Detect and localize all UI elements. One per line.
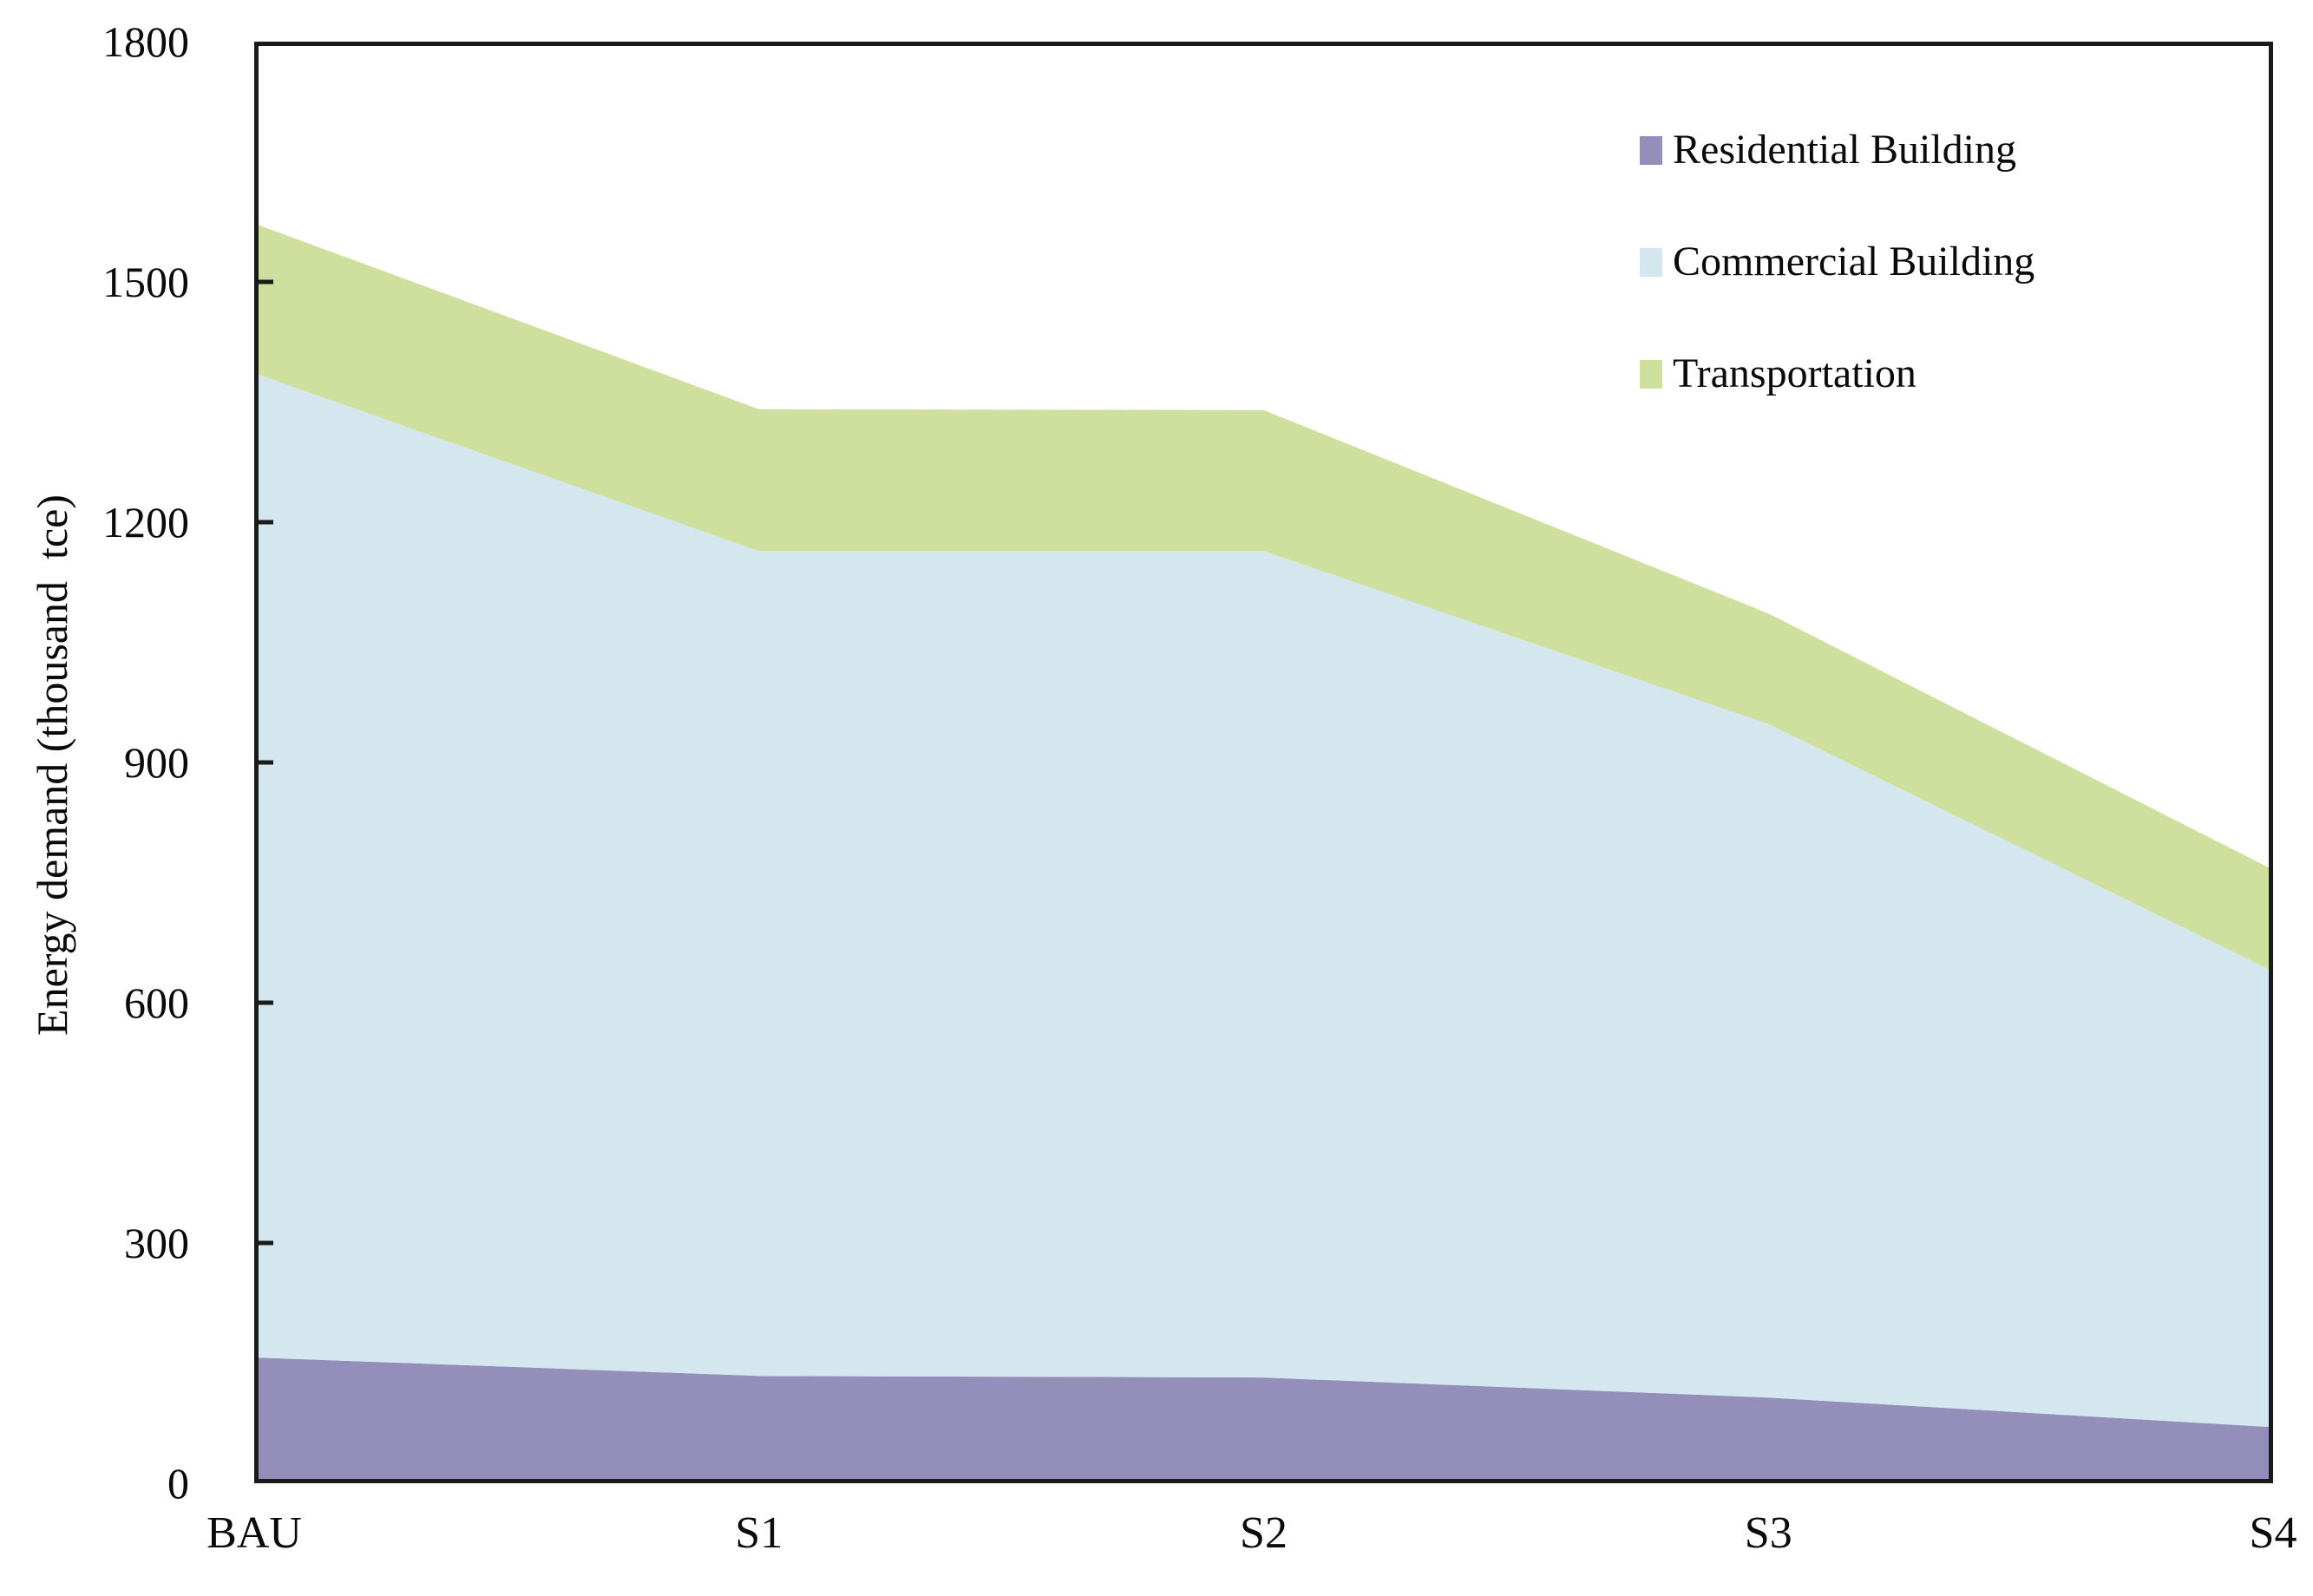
legend-label: Residential Building [1673,127,2016,173]
y-tick-label: 0 [167,1459,189,1508]
x-category-label-bau: BAU [206,1508,302,1558]
y-tick-label: 600 [124,978,189,1027]
legend-swatch-commercial-building [1640,247,1662,277]
y-tick-label: 1500 [102,258,189,306]
area-commercial-building [254,373,2273,1428]
x-category-label-s2: S2 [1240,1508,1288,1558]
legend-label: Commercial Building [1673,239,2035,285]
legend-item-transportation: Transportation [1640,353,1917,395]
plot-area-svg [254,42,2273,1483]
x-category-label-s4: S4 [2249,1508,2297,1558]
x-category-label-s1: S1 [735,1508,783,1558]
y-tick-label: 1800 [102,17,189,66]
y-tick-label: 1200 [102,498,189,546]
legend-swatch-transportation [1640,359,1662,389]
plot-area [254,42,2273,1483]
legend-swatch-residential-building [1640,135,1662,165]
y-tick-label: 900 [124,738,189,787]
plot-border [254,42,2273,1483]
area-residential-building [254,1357,2273,1483]
x-category-label-s3: S3 [1744,1508,1792,1558]
area-transportation [254,223,2273,971]
legend-label: Transportation [1673,350,1917,396]
legend-item-commercial-building: Commercial Building [1640,241,2035,283]
y-tick-label: 300 [124,1219,189,1267]
legend-item-residential-building: Residential Building [1640,129,2016,171]
